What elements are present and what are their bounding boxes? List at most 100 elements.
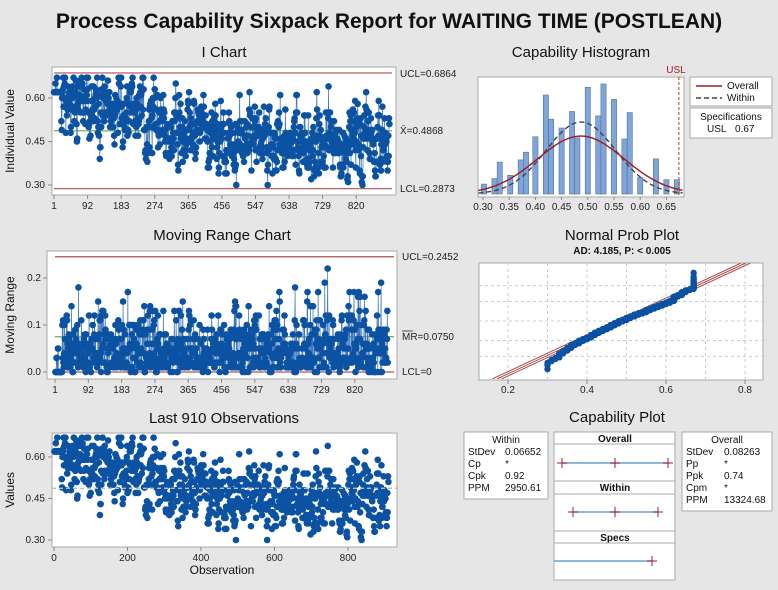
data-point <box>250 364 258 371</box>
data-point <box>140 434 147 441</box>
data-point <box>186 109 194 116</box>
x-tick-label: 200 <box>119 553 136 564</box>
data-point <box>73 478 81 486</box>
data-point <box>316 354 323 362</box>
data-point <box>273 167 280 174</box>
data-point <box>67 123 75 131</box>
data-point <box>250 461 258 469</box>
data-point <box>66 100 74 108</box>
data-point <box>260 103 268 110</box>
x-tick-label: 400 <box>193 553 210 564</box>
data-point <box>264 517 271 524</box>
data-point <box>236 91 243 99</box>
data-point <box>119 495 127 502</box>
data-point <box>84 434 92 441</box>
data-point <box>281 340 289 348</box>
x-tick-label: 0 <box>51 553 57 564</box>
x-tick-label: 0.30 <box>473 202 493 213</box>
data-point <box>258 511 266 519</box>
data-point <box>91 312 98 319</box>
data-point <box>248 331 256 338</box>
i-chart-ucl-label: UCL=0.6864 <box>400 69 457 80</box>
y-tick-label: 0.60 <box>26 452 46 463</box>
data-point <box>365 326 373 334</box>
data-point <box>338 312 346 319</box>
data-point <box>295 331 303 338</box>
data-point <box>383 514 391 522</box>
data-point <box>220 109 227 116</box>
data-point <box>204 368 212 376</box>
data-point <box>384 509 391 516</box>
data-point <box>248 167 255 174</box>
data-point <box>114 129 122 137</box>
data-point <box>292 450 300 458</box>
data-point <box>295 152 302 160</box>
histogram-bar <box>548 118 555 195</box>
data-point <box>374 456 382 464</box>
data-point <box>141 302 148 310</box>
data-point <box>134 489 142 497</box>
overall-stat-value: * <box>724 459 728 470</box>
data-point <box>339 520 346 527</box>
npp-title: Normal Prob Plot <box>565 227 680 244</box>
data-point <box>199 450 207 458</box>
data-point <box>220 321 228 329</box>
data-point <box>301 321 308 329</box>
data-point <box>68 302 75 310</box>
data-point <box>690 269 697 277</box>
data-point <box>179 158 187 166</box>
data-point <box>263 167 271 174</box>
overall-stats-title: Overall <box>711 435 743 446</box>
last-obs-title: Last 910 Observations <box>149 410 299 427</box>
data-point <box>185 307 193 315</box>
data-point <box>235 312 243 319</box>
data-point <box>170 146 178 154</box>
x-tick-label: 1 <box>52 385 58 396</box>
i-chart: I Chart Individual Value UCL=0.6864 X̄=0… <box>3 44 457 212</box>
data-point <box>79 80 86 87</box>
data-point <box>246 88 253 96</box>
data-point <box>282 106 289 113</box>
last-observations-chart: Last 910 Observations Values Observation… <box>3 410 398 577</box>
data-point <box>305 164 313 171</box>
data-point <box>146 144 153 151</box>
data-point <box>329 317 337 324</box>
normal-prob-plot: Normal Prob Plot AD: 4.185, P: < 0.005 0… <box>478 227 764 396</box>
x-tick-label: 183 <box>113 201 130 212</box>
data-point <box>316 112 323 119</box>
data-point <box>281 158 288 166</box>
data-point <box>62 434 69 441</box>
data-point <box>255 467 262 475</box>
data-point <box>276 120 283 128</box>
legend-overall-label: Overall <box>727 81 759 92</box>
data-point <box>177 459 184 466</box>
y-tick-label: 0.30 <box>26 535 46 546</box>
data-point <box>329 321 337 329</box>
data-point <box>212 470 219 477</box>
data-point <box>276 298 284 305</box>
data-point <box>104 437 112 444</box>
data-point <box>317 126 325 134</box>
data-point <box>366 149 373 157</box>
data-point <box>289 135 297 142</box>
data-point <box>273 321 281 329</box>
data-point <box>140 86 147 93</box>
data-point <box>322 164 329 171</box>
within-curve <box>478 121 683 194</box>
data-point <box>377 167 385 174</box>
data-point <box>330 117 338 125</box>
data-point <box>84 74 92 81</box>
data-point <box>181 475 189 483</box>
data-point <box>252 115 260 122</box>
data-point <box>190 459 198 466</box>
data-point <box>383 326 390 334</box>
data-point <box>346 149 354 157</box>
i-chart-lcl-label: LCL=0.2873 <box>400 184 455 195</box>
data-point <box>177 100 184 108</box>
data-point <box>293 91 301 99</box>
data-point <box>139 106 147 113</box>
section-title-overall: Overall <box>598 434 632 445</box>
x-tick-label: 0.40 <box>526 202 546 213</box>
data-point <box>81 354 89 362</box>
data-point <box>385 152 392 160</box>
